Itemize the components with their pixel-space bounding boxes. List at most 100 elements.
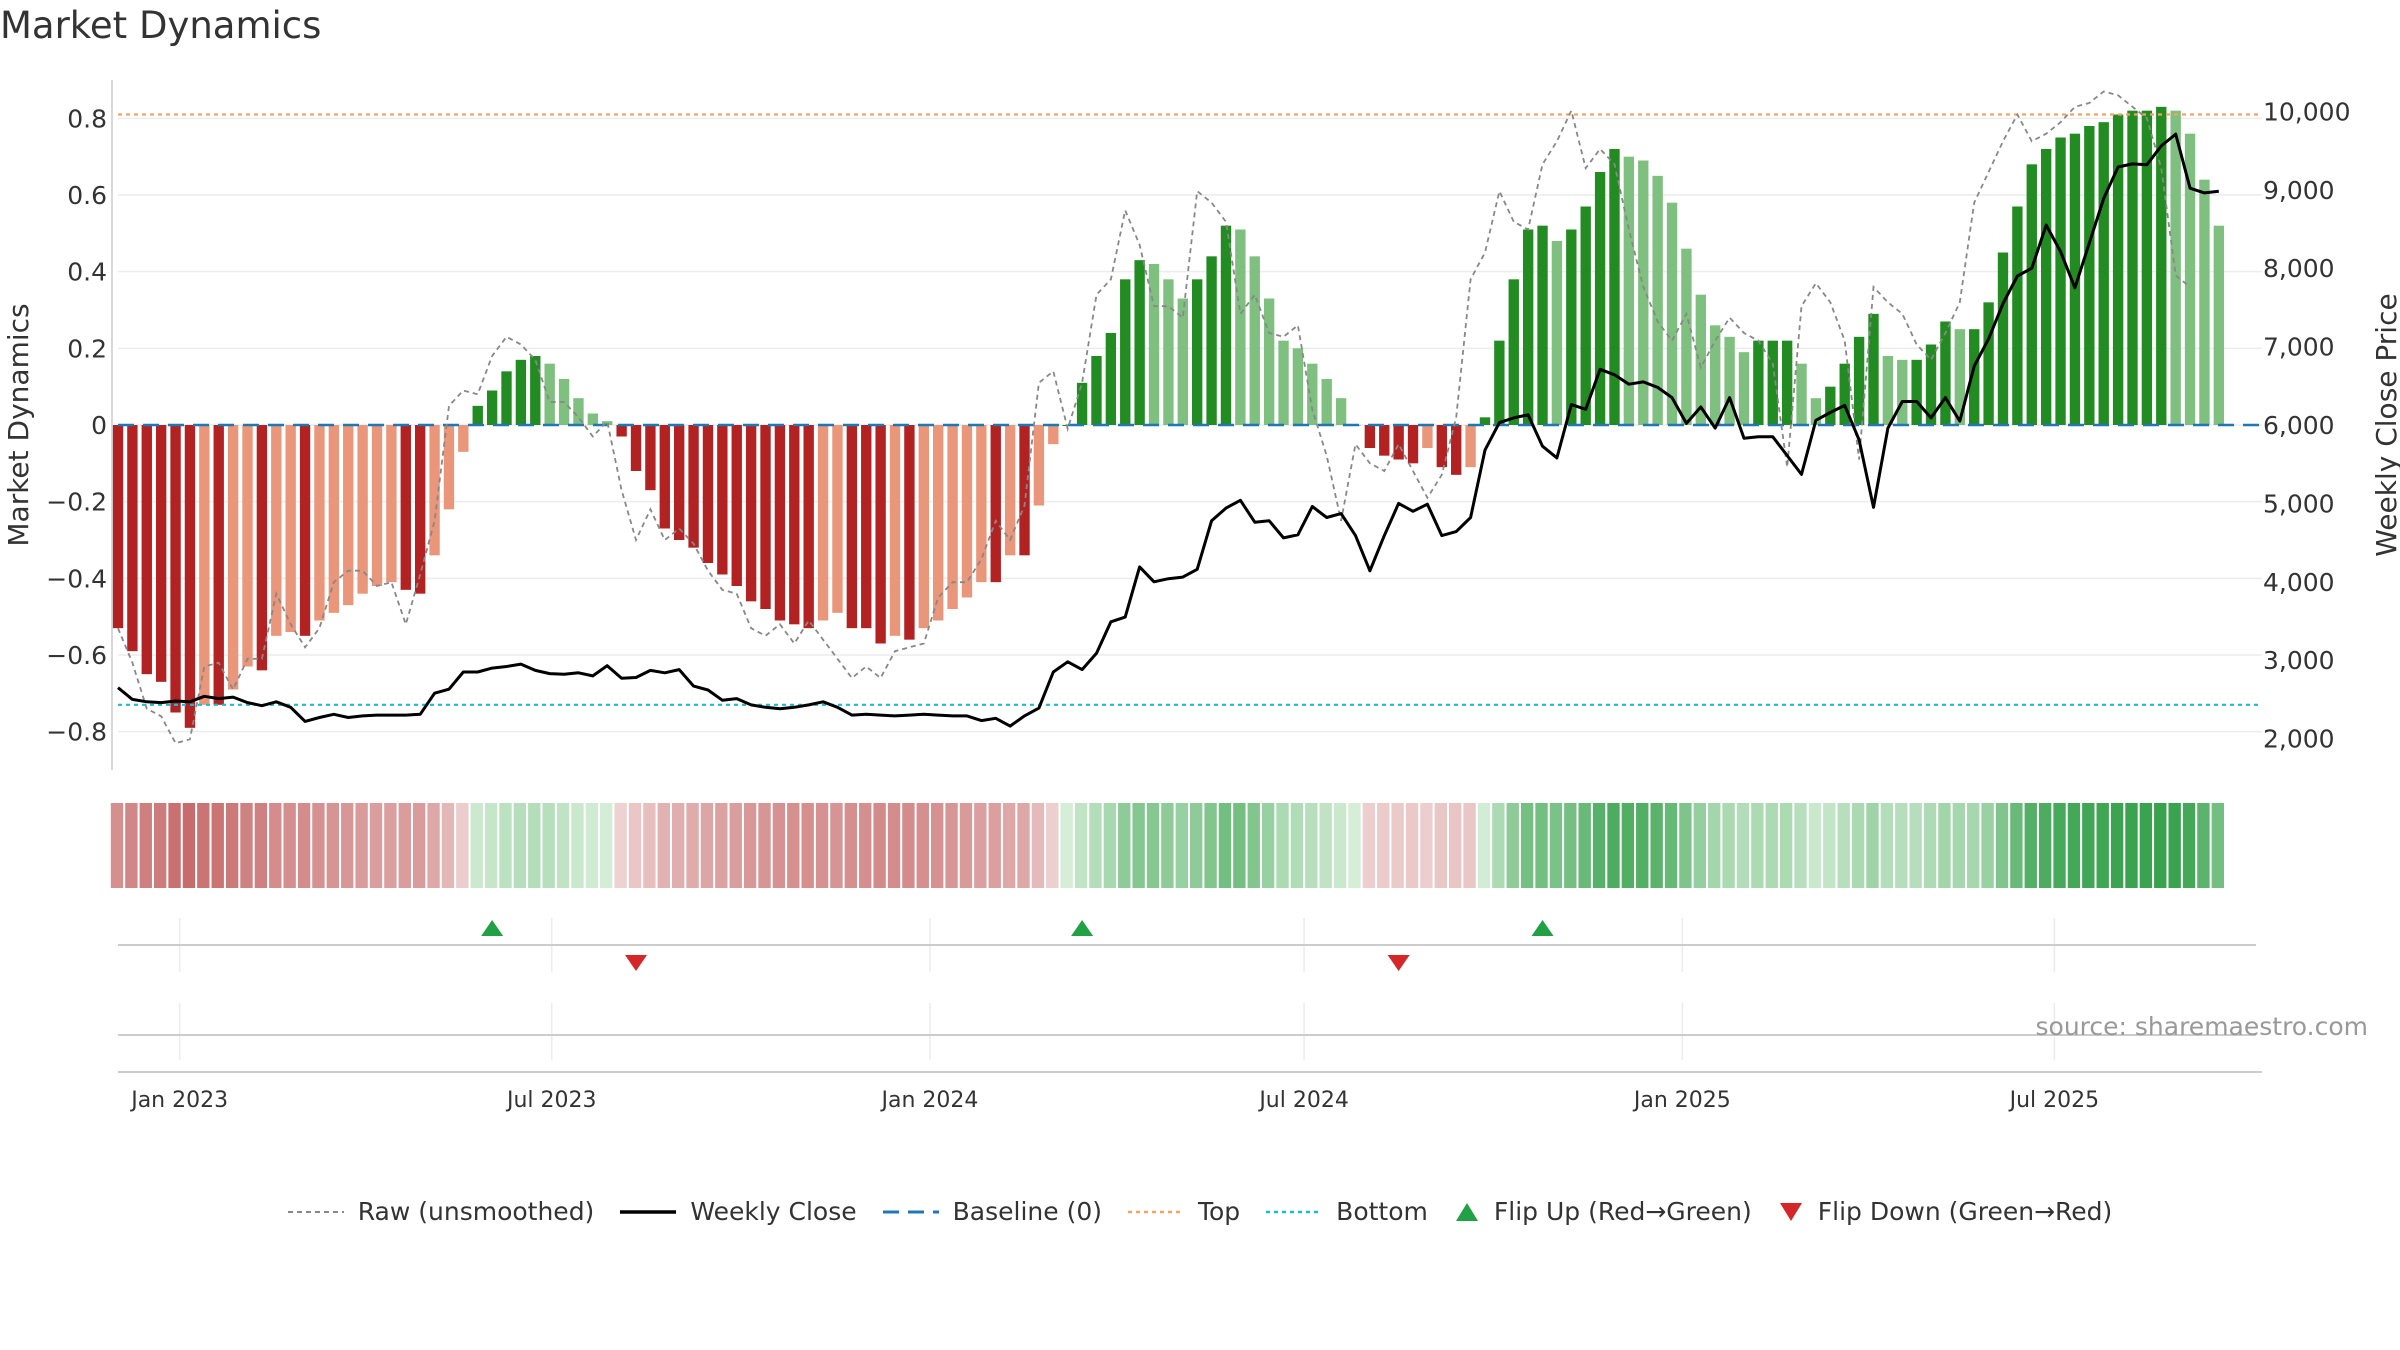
dynamics-bar [702, 425, 714, 563]
heat-cell [1650, 803, 1663, 888]
dynamics-bar [155, 425, 167, 682]
dynamics-bar [1436, 425, 1447, 468]
heat-cell [398, 803, 411, 888]
heat-cell [1463, 803, 1476, 888]
dynamics-bar [2040, 149, 2052, 425]
heat-cell [1218, 803, 1232, 888]
heat-cell [1161, 803, 1174, 888]
dynamics-bar [1609, 149, 1620, 425]
y2-tick-label: 8,000 [2263, 254, 2335, 283]
heat-cell [2053, 803, 2066, 888]
dynamics-bar [314, 425, 325, 621]
y2-tick-label: 4,000 [2263, 568, 2335, 597]
heat-cell [2096, 803, 2109, 888]
flip-up-marker [1531, 920, 1554, 936]
x-tick-label: Jul 2024 [1257, 1088, 1349, 1113]
heat-cell [671, 803, 685, 888]
heat-cell [1851, 803, 1865, 888]
dynamics-bar [1192, 279, 1203, 425]
dynamics-bar [1479, 417, 1491, 425]
heat-cell [1146, 803, 1160, 888]
dynamics-bar [1738, 352, 1750, 425]
heat-cell [125, 803, 138, 888]
y2-tick-label: 5,000 [2263, 489, 2335, 518]
flip-markers [481, 920, 1554, 971]
dynamics-bar [1422, 425, 1433, 448]
heat-cell [1103, 803, 1117, 888]
heat-cell [1290, 803, 1304, 888]
heat-cell [1305, 803, 1318, 888]
dynamics-bar [645, 425, 656, 491]
heat-cell [355, 803, 368, 888]
heat-cell [1420, 803, 1433, 888]
heat-cell [1938, 803, 1951, 888]
dynamics-bar [1105, 333, 1117, 425]
y-tick-label: 0.6 [67, 181, 107, 210]
legend: Raw (unsmoothed) Weekly Close Baseline (… [0, 1197, 2400, 1226]
dynamics-bar [213, 425, 224, 705]
dynamics-bar [803, 425, 814, 629]
dynamics-bar [1263, 298, 1275, 425]
heat-cell [787, 803, 800, 888]
heat-cell [1751, 803, 1764, 888]
heat-cell [815, 803, 829, 888]
dynamics-bar [1695, 294, 1706, 425]
heat-cell [1261, 803, 1275, 888]
heat-cell [2182, 803, 2196, 888]
dynamics-bar [1940, 321, 1951, 425]
dynamics-bar [199, 425, 210, 705]
dynamics-bar [1019, 425, 1030, 556]
heat-cell [1923, 803, 1937, 888]
dynamics-bar [1825, 386, 1836, 425]
legend-item-raw: Raw (unsmoothed) [287, 1197, 594, 1226]
heat-cell [1190, 803, 1203, 888]
heat-cell [1520, 803, 1534, 888]
heat-cell [1377, 803, 1390, 888]
heat-cell [2197, 803, 2210, 888]
heat-cell [2024, 803, 2037, 888]
heat-cell [1823, 803, 1836, 888]
dynamics-bar [1120, 279, 1131, 425]
dynamics-bar [1753, 340, 1764, 425]
x-tick-label: Jan 2025 [1632, 1088, 1731, 1113]
dynamics-bar [2069, 133, 2081, 425]
dynamics-bar [343, 425, 354, 606]
heat-cell [859, 803, 872, 888]
heat-cell [1779, 803, 1793, 888]
y-tick-label: 0.4 [67, 258, 107, 287]
dynamics-bar [458, 425, 469, 452]
dynamics-bar [400, 425, 411, 590]
heat-cell [412, 803, 426, 888]
legend-item-flip-down: Flip Down (Green→Red) [1778, 1197, 2112, 1226]
y-tick-label: −0.2 [46, 488, 107, 517]
heat-cell [1074, 803, 1088, 888]
y2-tick-label: 7,000 [2263, 333, 2335, 362]
heat-cell [916, 803, 929, 888]
heat-cell [1492, 803, 1505, 888]
dynamics-bar [961, 425, 973, 598]
legend-label-close: Weekly Close [690, 1197, 857, 1226]
heat-cell [959, 803, 973, 888]
dynamics-bar [2141, 110, 2153, 426]
dynamics-bar [1292, 348, 1304, 425]
dynamics-bar [1451, 425, 1462, 475]
dynamics-bar [2026, 164, 2037, 426]
dynamics-bar [1566, 229, 1577, 425]
heat-cell [1880, 803, 1894, 888]
heat-cell [1995, 803, 2009, 888]
heat-cell [1348, 803, 1361, 888]
dynamics-bar [1321, 379, 1332, 425]
heat-cell [1636, 803, 1649, 888]
dynamics-bar [242, 425, 253, 667]
heat-cell [197, 803, 210, 888]
heat-cell [441, 803, 455, 888]
heat-cell [1794, 803, 1807, 888]
dynamics-bar [1163, 279, 1174, 425]
heat-cell [1002, 803, 1016, 888]
heat-cell [384, 803, 397, 888]
market-dynamics-chart: Market Dynamics Weekly Close Price sourc… [2, 80, 2400, 1113]
heat-cell [1736, 803, 1750, 888]
heat-cell [1765, 803, 1778, 888]
flip-down-marker [625, 955, 648, 971]
y2-tick-label: 10,000 [2263, 97, 2350, 126]
